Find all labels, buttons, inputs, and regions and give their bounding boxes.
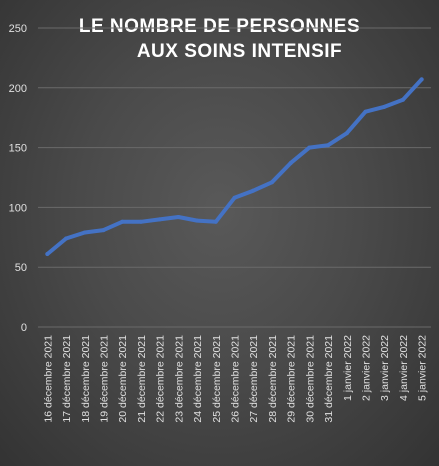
data-point [120, 219, 125, 224]
data-point [269, 180, 274, 185]
data-point [213, 219, 218, 224]
x-tick-label: 4 janvier 2022 [398, 335, 410, 401]
data-point [419, 77, 424, 82]
x-tick-label: 22 décembre 2021 [155, 335, 167, 423]
data-point [344, 131, 349, 136]
x-tick-label: 20 décembre 2021 [117, 335, 129, 423]
x-tick-label: 1 janvier 2022 [342, 335, 354, 401]
x-tick-label: 16 décembre 2021 [42, 335, 54, 423]
x-tick-label: 26 décembre 2021 [230, 335, 242, 423]
y-axis-ticks: 0 50 100 150 200 250 [9, 23, 27, 334]
x-tick-label: 23 décembre 2021 [173, 335, 185, 423]
data-point [382, 104, 387, 109]
data-point [64, 236, 69, 241]
x-tick-label: 19 décembre 2021 [99, 335, 111, 423]
data-point [400, 97, 405, 102]
x-tick-label: 29 décembre 2021 [286, 335, 298, 423]
chart-title-line-1: LE NOMBRE DE PERSONNES [78, 16, 361, 37]
data-point [45, 252, 50, 257]
data-point [101, 228, 106, 233]
x-tick-label: 31 décembre 2021 [323, 335, 335, 423]
x-tick-label: 24 décembre 2021 [192, 335, 204, 423]
data-point [326, 143, 331, 148]
data-point [307, 145, 312, 150]
x-tick-label: 28 décembre 2021 [267, 335, 279, 423]
series-layer [45, 77, 424, 257]
data-point [176, 214, 181, 219]
chart-title-line-2: AUX SOINS INTENSIF [136, 41, 343, 62]
x-tick-label: 3 janvier 2022 [379, 335, 391, 401]
data-point [157, 217, 162, 222]
y-tick-label: 0 [21, 322, 27, 334]
x-tick-label: 25 décembre 2021 [211, 335, 223, 423]
y-tick-label: 100 [9, 202, 27, 214]
x-tick-label: 30 décembre 2021 [304, 335, 316, 423]
data-point [288, 161, 293, 166]
data-point [251, 188, 256, 193]
y-tick-label: 150 [9, 143, 27, 155]
y-tick-label: 200 [9, 83, 27, 95]
x-tick-label: 27 décembre 2021 [248, 335, 260, 423]
x-tick-label: 18 décembre 2021 [80, 335, 92, 423]
x-tick-label: 2 janvier 2022 [361, 335, 373, 401]
series-line [45, 77, 424, 256]
gridlines [38, 27, 431, 328]
x-axis-ticks: 16 décembre 2021 17 décembre 2021 18 décem… [42, 335, 428, 423]
chart-title: LE NOMBRE DE PERSONNES AUX SOINS INTENSI… [0, 14, 439, 64]
x-tick-label: 17 décembre 2021 [61, 335, 73, 423]
data-point [138, 219, 143, 224]
data-point [232, 195, 237, 200]
x-tick-label: 21 décembre 2021 [136, 335, 148, 423]
data-point [82, 230, 87, 235]
y-tick-label: 250 [9, 23, 27, 35]
data-point [195, 218, 200, 223]
data-point [363, 109, 368, 114]
x-tick-label: 5 janvier 2022 [417, 335, 429, 401]
y-tick-label: 50 [15, 262, 27, 274]
